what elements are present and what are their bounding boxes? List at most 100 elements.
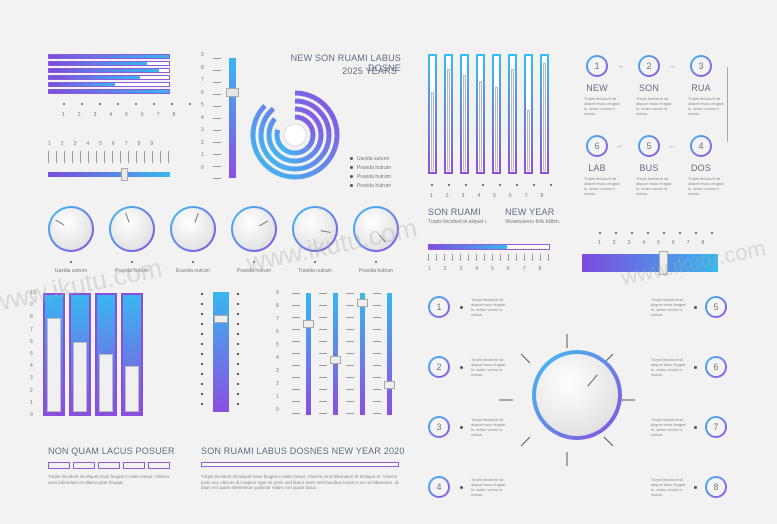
- horizontal-slider-handle[interactable]: [120, 168, 128, 181]
- axis-label: 5: [30, 351, 33, 357]
- axis-label: 2: [30, 387, 33, 394]
- scale-dot: [647, 232, 649, 234]
- flow-step-ring[interactable]: 2: [638, 55, 660, 77]
- slider-handle[interactable]: [384, 380, 395, 389]
- rotary-knob[interactable]: [170, 206, 216, 252]
- flow-step-label: SON: [638, 83, 660, 93]
- column-inner: [495, 86, 498, 171]
- horizontal-bar: [48, 82, 170, 87]
- dial-option-ring[interactable]: 6: [705, 356, 727, 378]
- flow-step-ring[interactable]: 1: [586, 55, 608, 77]
- axis-label: 0: [30, 412, 33, 418]
- scale-number: 9: [150, 141, 154, 147]
- slider-track[interactable]: [360, 293, 365, 415]
- dial-option-ring[interactable]: 5: [705, 296, 727, 318]
- flow-step-desc: Turpis tincidunt sit aliquet risuis feug…: [688, 96, 724, 116]
- scale-number: 6: [671, 240, 675, 246]
- scale-dot: [135, 103, 137, 105]
- wide-slider-track[interactable]: [582, 254, 718, 272]
- slider-track[interactable]: [306, 293, 311, 415]
- scale-number: 1: [430, 193, 433, 199]
- dial-option-ring[interactable]: 3: [428, 416, 450, 438]
- slider-ticks: [373, 293, 381, 415]
- wide-slider-handle[interactable]: [659, 251, 668, 275]
- flow-step-label: LAB: [588, 163, 606, 173]
- legend-label: Uavida sutrum: [357, 156, 390, 162]
- dial-option-desc: Turpis tincidunt sit aliquet risus feugi…: [471, 297, 506, 317]
- legend-dot: [350, 166, 353, 169]
- dial-option-dot: [460, 426, 463, 429]
- main-dial-knob[interactable]: [532, 350, 622, 440]
- axis-label: 7: [276, 316, 279, 322]
- scale-dot: [81, 103, 83, 105]
- knob-face: [50, 208, 92, 250]
- scale-number: 7: [524, 193, 528, 199]
- rotary-knob[interactable]: [353, 206, 399, 252]
- axis-label: 0: [201, 164, 204, 171]
- bar-fill: [49, 76, 141, 79]
- scale-number: 2: [445, 193, 449, 199]
- rotary-knob[interactable]: [292, 206, 338, 252]
- axis-label: 1: [201, 152, 204, 158]
- column-inner: [479, 80, 482, 171]
- rotary-knob[interactable]: [109, 206, 155, 252]
- scale-number: 7: [522, 266, 526, 272]
- flow-step-number: 1: [588, 57, 606, 75]
- knob-label: Eravida nutrum: [176, 268, 210, 274]
- arrow-right-icon: →: [668, 61, 676, 70]
- scale-number: 4: [109, 112, 113, 118]
- dial-option-ring[interactable]: 2: [428, 356, 450, 378]
- single-slider-handle[interactable]: [214, 315, 228, 323]
- knob-label: Travida nutrum: [298, 268, 332, 274]
- column-bar: [508, 54, 517, 174]
- knob-face: [172, 208, 214, 250]
- dial-option-number: 5: [707, 298, 725, 316]
- legend-item: Uavida sutrum: [350, 147, 389, 165]
- dial-option-ring[interactable]: 8: [705, 476, 727, 498]
- scale-dot: [516, 184, 518, 186]
- axis-label: 1: [30, 399, 33, 406]
- rotary-knob[interactable]: [48, 206, 94, 252]
- axis-label: 9: [201, 52, 204, 58]
- dial-option-ring[interactable]: 7: [705, 416, 727, 438]
- flow-step-ring[interactable]: 4: [690, 135, 712, 157]
- slider-handle[interactable]: [303, 319, 314, 328]
- scale-number: 1: [48, 141, 51, 147]
- scale-number: 1: [598, 240, 601, 246]
- horizontal-slider-track[interactable]: [48, 172, 170, 177]
- progress-track: [428, 244, 550, 250]
- axis-label: 7: [201, 77, 204, 83]
- vertical-slider-track[interactable]: [229, 58, 236, 178]
- dial-option-ring[interactable]: 4: [428, 476, 450, 498]
- slider-handle[interactable]: [330, 356, 341, 365]
- dial-option-desc: Turpis tincidunt sit aliquet risus feugi…: [471, 477, 506, 497]
- axis-label: 9: [276, 290, 279, 296]
- flow-step-ring[interactable]: 5: [638, 135, 660, 157]
- chart-title: NEW SON RUAMI LABUS DOSNE: [290, 53, 401, 73]
- scale-dot: [153, 103, 155, 105]
- dial-option-ring[interactable]: 1: [428, 296, 450, 318]
- slider-ticks: [346, 293, 354, 415]
- dial-option-desc: Turpis tincidunt sit aliquet risus feugi…: [651, 477, 686, 497]
- scale-number: 3: [93, 112, 97, 118]
- slider-track[interactable]: [333, 293, 338, 415]
- knob-label: Pravida hutrum: [115, 268, 149, 274]
- flow-step-ring[interactable]: 6: [586, 135, 608, 157]
- scale-number: 8: [701, 240, 705, 246]
- vertical-slider-handle[interactable]: [226, 88, 239, 97]
- flow-step-ring[interactable]: 3: [690, 55, 712, 77]
- rotary-knob[interactable]: [231, 206, 277, 252]
- slider-handle[interactable]: [357, 298, 368, 307]
- horizontal-bar: [48, 61, 170, 66]
- legend-dot: [350, 157, 353, 160]
- single-slider-track[interactable]: [213, 292, 229, 412]
- column-inner: [431, 92, 434, 171]
- scale-dot: [99, 103, 101, 105]
- slider-track[interactable]: [387, 293, 392, 415]
- dial-option-desc: Turpis tincidunt sit aliquet risus feugi…: [471, 357, 506, 377]
- scale-dot: [550, 184, 552, 186]
- scale-dot: [695, 232, 697, 234]
- scale-dot: [599, 232, 601, 234]
- group-bar: [95, 293, 117, 416]
- slider-ticks: [292, 293, 300, 415]
